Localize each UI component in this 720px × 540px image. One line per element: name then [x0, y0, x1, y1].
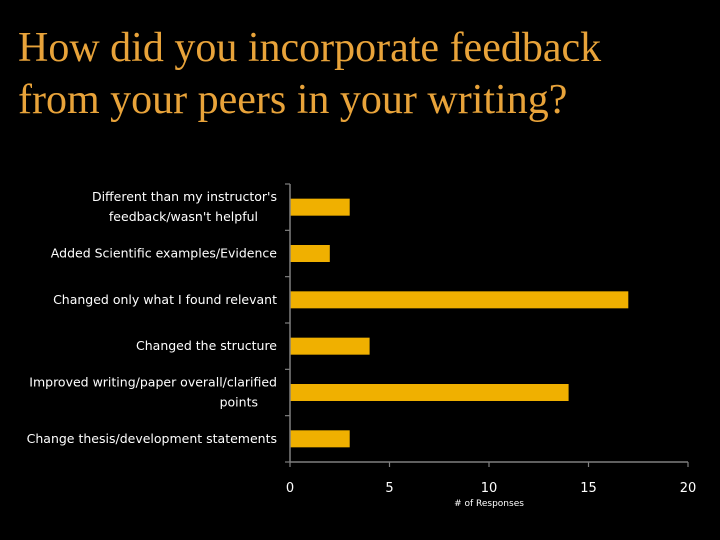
x-axis-title: # of Responses: [454, 499, 524, 509]
category-label-4: Improved writing/paper overall/clarified…: [29, 375, 277, 410]
x-tick-label-1: 5: [385, 481, 393, 496]
category-label-5-line-0: Change thesis/development statements: [27, 431, 277, 446]
bar-4: [290, 384, 569, 401]
category-label-3-line-0: Changed the structure: [136, 338, 277, 353]
category-label-3: Changed the structure: [136, 338, 277, 353]
category-label-2: Changed only what I found relevant: [53, 292, 277, 307]
x-tick-label-3: 15: [580, 481, 597, 496]
slide-title-line-1: How did you incorporate feedback: [18, 25, 602, 71]
bar-5: [290, 430, 350, 448]
slide-title-line-2: from your peers in your writing?: [18, 77, 568, 123]
category-label-1: Added Scientific examples/Evidence: [51, 246, 277, 261]
x-tick-label-2: 10: [481, 481, 498, 496]
category-label-0-line-1: feedback/wasn't helpful: [109, 209, 258, 224]
category-label-5: Change thesis/development statements: [27, 431, 277, 446]
bar-1: [290, 245, 330, 262]
bar-0: [290, 198, 350, 216]
x-tick-label-0: 0: [286, 481, 294, 496]
category-label-1-line-0: Added Scientific examples/Evidence: [51, 246, 277, 261]
category-label-4-line-1: points: [220, 395, 258, 410]
slide-title: How did you incorporate feedback from yo…: [18, 22, 708, 126]
bar-3: [290, 337, 370, 355]
bar-2: [290, 291, 629, 309]
category-label-4-line-0: Improved writing/paper overall/clarified: [29, 375, 277, 390]
category-label-0-line-0: Different than my instructor's: [92, 189, 277, 204]
category-label-2-line-0: Changed only what I found relevant: [53, 292, 277, 307]
category-label-0: Different than my instructor's feedback/w…: [92, 189, 277, 224]
x-tick-label-4: 20: [680, 481, 697, 496]
